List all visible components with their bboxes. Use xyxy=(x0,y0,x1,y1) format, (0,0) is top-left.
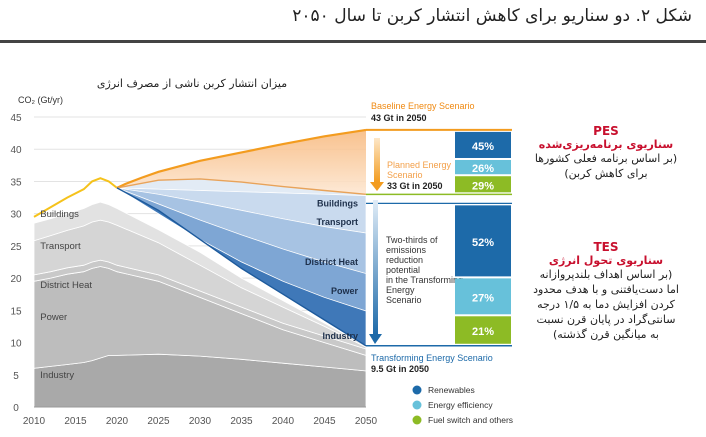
tes-arrow-head xyxy=(369,334,382,344)
x-tick-label: 2025 xyxy=(147,416,170,427)
tes-desc-line: سانتی‌گراد در پایان قرن نسبت xyxy=(512,312,700,327)
transforming-value: 9.5 Gt in 2050 xyxy=(371,364,429,374)
annotation-line: Two-thirds of xyxy=(386,235,438,245)
chart-title: میزان انتشار کربن ناشی از مصرف انرژی xyxy=(97,77,287,90)
pes-bar-percent: 45% xyxy=(472,141,494,153)
tes-arrow-shaft xyxy=(373,200,378,335)
y-tick-label: 10 xyxy=(10,339,22,350)
planned-arrow-shaft xyxy=(374,138,380,182)
pes-name: سناریوی برنامه‌ریزی‌شده xyxy=(512,138,700,151)
stack-label: Power xyxy=(40,312,67,323)
x-tick-label: 2010 xyxy=(23,416,46,427)
y-tick-label: 20 xyxy=(10,274,22,285)
y-tick-label: 35 xyxy=(10,177,22,188)
x-tick-label: 2015 xyxy=(64,416,87,427)
legend-swatch xyxy=(413,416,422,425)
annotation-line: in the Transforming xyxy=(386,275,463,285)
stack-label: Industry xyxy=(40,370,74,381)
planned-value: 33 Gt in 2050 xyxy=(387,181,443,191)
tes-bar-percent: 52% xyxy=(472,237,494,249)
reduction-bars: 45% 26% 29% 52% 27% 21% xyxy=(455,132,511,344)
tes-name: سناریوی تحول انرژی xyxy=(512,254,700,267)
sector-label: Transport xyxy=(316,217,358,227)
tes-annotation: TES سناریوی تحول انرژی (بر اساس اهداف بل… xyxy=(512,240,700,342)
pes-desc-line: (بر اساس برنامه فعلی کشورها xyxy=(512,151,700,166)
x-tick-label: 2040 xyxy=(272,416,295,427)
y-axis-label: CO₂ (Gt/yr) xyxy=(18,95,63,105)
tes-desc-line: کردن افزایش دما به ۱/۵ درجه xyxy=(512,297,700,312)
tes-code: TES xyxy=(512,240,700,254)
sector-label: Industry xyxy=(322,331,358,341)
x-tick-label: 2045 xyxy=(313,416,336,427)
planned-label-line: Scenario xyxy=(387,170,423,180)
x-tick-label: 2035 xyxy=(230,416,253,427)
pes-annotation: PES سناریوی برنامه‌ریزی‌شده (بر اساس برن… xyxy=(512,124,700,181)
stack-label: Transport xyxy=(40,241,81,252)
tes-bar-percent: 21% xyxy=(472,326,494,338)
y-tick-label: 5 xyxy=(13,371,19,382)
area-layers xyxy=(34,130,366,407)
legend: Renewables Energy efficiency Fuel switch a… xyxy=(413,385,514,425)
annotation-line: Energy xyxy=(386,285,415,295)
x-tick-label: 2030 xyxy=(189,416,212,427)
legend-swatch xyxy=(413,401,422,410)
stack-label: District Heat xyxy=(40,280,92,291)
tes-bar-percent: 27% xyxy=(472,292,494,304)
sector-label: District Heat xyxy=(305,257,358,267)
legend-swatch xyxy=(413,386,422,395)
pes-bar-percent: 29% xyxy=(472,180,494,192)
pes-desc-line: برای کاهش کربن) xyxy=(512,166,700,181)
stack-label: Buildings xyxy=(40,209,79,220)
annotation-line: Scenario xyxy=(386,295,422,305)
x-tick-label: 2020 xyxy=(106,416,129,427)
planned-label-line: Planned Energy xyxy=(387,160,452,170)
y-tick-label: 25 xyxy=(10,242,22,253)
y-tick-label: 15 xyxy=(10,306,22,317)
tes-desc-line: به میانگین قرن گذشته) xyxy=(512,327,700,342)
annotation-line: emissions xyxy=(386,245,427,255)
annotation-line: reduction xyxy=(386,255,423,265)
sector-label: Buildings xyxy=(317,198,358,208)
planned-arrow-head xyxy=(370,182,384,191)
y-tick-label: 40 xyxy=(10,145,22,156)
tes-desc-line: اما دست‌یافتنی و با هدف محدود xyxy=(512,282,700,297)
x-tick-label: 2050 xyxy=(355,416,378,427)
sector-label: Power xyxy=(331,286,359,296)
y-tick-label: 30 xyxy=(10,210,22,221)
tes-desc-line: (بر اساس اهداف بلندپروازانه xyxy=(512,267,700,282)
legend-label: Energy efficiency xyxy=(428,400,493,410)
transforming-label: Transforming Energy Scenario xyxy=(371,353,493,363)
legend-label: Fuel switch and others xyxy=(428,415,513,425)
pes-code: PES xyxy=(512,124,700,138)
y-tick-label: 45 xyxy=(10,113,22,124)
baseline-label: Baseline Energy Scenario xyxy=(371,101,475,111)
pes-bar-percent: 26% xyxy=(472,163,494,175)
legend-label: Renewables xyxy=(428,385,475,395)
annotation-line: potential xyxy=(386,265,420,275)
baseline-value: 43 Gt in 2050 xyxy=(371,113,427,123)
y-tick-label: 0 xyxy=(13,403,19,414)
